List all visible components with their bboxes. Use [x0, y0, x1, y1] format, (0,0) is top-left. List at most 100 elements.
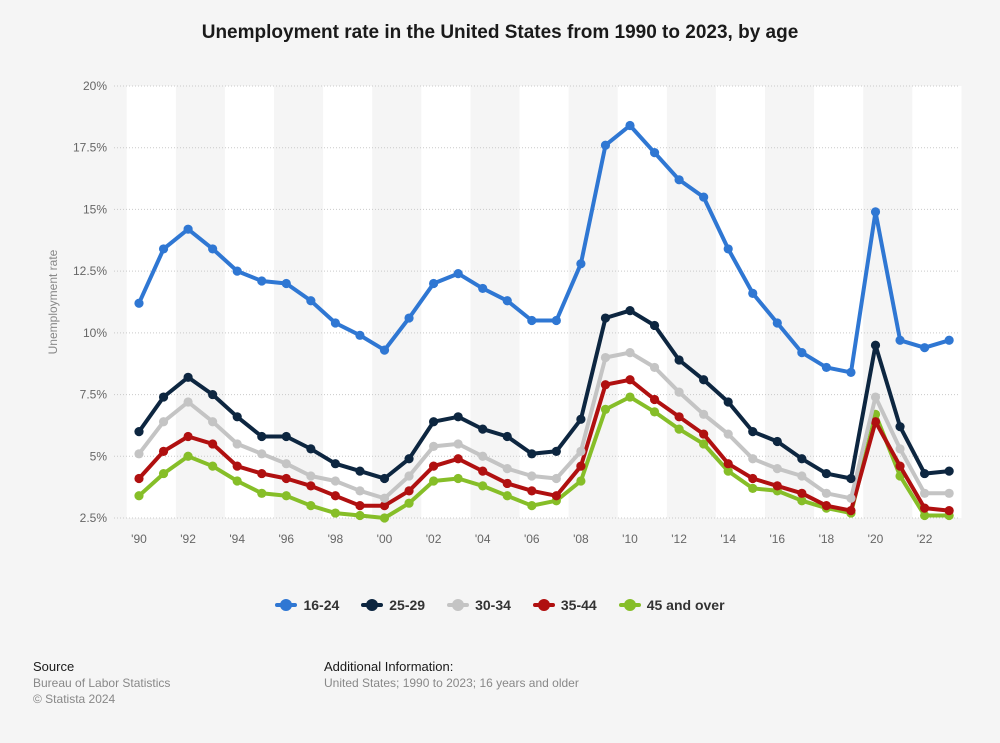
data-point[interactable] — [379, 501, 390, 511]
data-point[interactable] — [158, 446, 169, 456]
data-point[interactable] — [870, 392, 881, 402]
data-point[interactable] — [379, 345, 390, 355]
data-point[interactable] — [330, 508, 340, 518]
data-point[interactable] — [797, 496, 807, 506]
data-point[interactable] — [797, 454, 807, 464]
data-point[interactable] — [183, 397, 193, 407]
data-point[interactable] — [330, 318, 340, 328]
data-point[interactable] — [379, 473, 390, 484]
data-point[interactable] — [453, 412, 463, 422]
data-point[interactable] — [478, 283, 488, 294]
data-point[interactable] — [870, 340, 881, 350]
data-point[interactable] — [183, 224, 193, 234]
data-point[interactable] — [134, 473, 144, 484]
data-point[interactable] — [208, 439, 218, 449]
data-point[interactable] — [649, 320, 660, 331]
data-point[interactable] — [576, 446, 586, 456]
data-point[interactable] — [920, 510, 930, 521]
data-point[interactable] — [404, 471, 414, 481]
data-point[interactable] — [797, 471, 807, 481]
data-point[interactable] — [527, 449, 537, 459]
data-point[interactable] — [232, 439, 242, 449]
data-point[interactable] — [895, 444, 905, 454]
data-point[interactable] — [895, 335, 905, 345]
data-point[interactable] — [527, 315, 537, 326]
data-point[interactable] — [158, 417, 169, 427]
data-point[interactable] — [846, 505, 856, 516]
data-point[interactable] — [429, 278, 439, 289]
data-point[interactable] — [379, 513, 390, 523]
data-point[interactable] — [625, 306, 635, 316]
data-point[interactable] — [821, 488, 832, 498]
data-point[interactable] — [134, 298, 144, 308]
data-point[interactable] — [870, 417, 881, 427]
data-point[interactable] — [527, 486, 537, 496]
data-point[interactable] — [649, 148, 660, 158]
data-point[interactable] — [723, 244, 733, 254]
data-point[interactable] — [600, 140, 611, 150]
data-point[interactable] — [306, 296, 316, 306]
data-point[interactable] — [183, 451, 193, 461]
data-point[interactable] — [404, 313, 414, 323]
data-point[interactable] — [649, 407, 660, 417]
data-point[interactable] — [379, 493, 390, 503]
data-point[interactable] — [576, 461, 586, 471]
data-point[interactable] — [281, 473, 291, 484]
data-point[interactable] — [748, 454, 758, 464]
data-point[interactable] — [772, 318, 782, 328]
data-point[interactable] — [208, 244, 218, 254]
data-point[interactable] — [748, 483, 758, 493]
data-point[interactable] — [257, 488, 267, 498]
data-point[interactable] — [699, 409, 709, 419]
data-point[interactable] — [158, 468, 169, 479]
data-point[interactable] — [502, 491, 512, 501]
data-point[interactable] — [281, 491, 291, 501]
legend-item[interactable]: 25-29 — [361, 597, 425, 613]
data-point[interactable] — [429, 441, 439, 452]
legend-item[interactable]: 16-24 — [275, 597, 339, 613]
data-point[interactable] — [576, 259, 586, 269]
data-point[interactable] — [600, 352, 611, 363]
data-point[interactable] — [699, 375, 709, 385]
data-point[interactable] — [944, 488, 954, 498]
data-point[interactable] — [821, 362, 832, 373]
data-point[interactable] — [527, 501, 537, 511]
data-point[interactable] — [232, 412, 242, 422]
data-point[interactable] — [797, 488, 807, 498]
legend-item[interactable]: 45 and over — [618, 597, 725, 613]
data-point[interactable] — [723, 459, 733, 469]
data-point[interactable] — [257, 431, 267, 442]
legend-item[interactable]: 30-34 — [447, 597, 511, 613]
data-point[interactable] — [674, 412, 684, 422]
data-point[interactable] — [478, 451, 488, 461]
data-point[interactable] — [699, 192, 709, 202]
data-point[interactable] — [404, 498, 414, 508]
data-point[interactable] — [208, 389, 218, 400]
data-point[interactable] — [232, 461, 242, 471]
data-point[interactable] — [429, 476, 439, 486]
data-point[interactable] — [674, 424, 684, 434]
data-point[interactable] — [846, 473, 856, 484]
data-point[interactable] — [674, 355, 684, 365]
data-point[interactable] — [625, 120, 635, 131]
data-point[interactable] — [895, 461, 905, 471]
data-point[interactable] — [772, 481, 782, 491]
data-point[interactable] — [232, 266, 242, 276]
data-point[interactable] — [478, 424, 488, 434]
data-point[interactable] — [576, 414, 586, 424]
data-point[interactable] — [453, 454, 463, 464]
data-point[interactable] — [281, 459, 291, 469]
data-point[interactable] — [281, 431, 291, 442]
data-point[interactable] — [134, 491, 144, 501]
data-point[interactable] — [944, 466, 954, 476]
data-point[interactable] — [502, 464, 512, 474]
data-point[interactable] — [649, 394, 660, 405]
data-point[interactable] — [502, 296, 512, 306]
data-point[interactable] — [625, 348, 635, 358]
data-point[interactable] — [453, 439, 463, 449]
data-point[interactable] — [306, 444, 316, 454]
data-point[interactable] — [404, 486, 414, 496]
data-point[interactable] — [134, 427, 144, 437]
data-point[interactable] — [846, 367, 856, 377]
data-point[interactable] — [478, 481, 488, 491]
